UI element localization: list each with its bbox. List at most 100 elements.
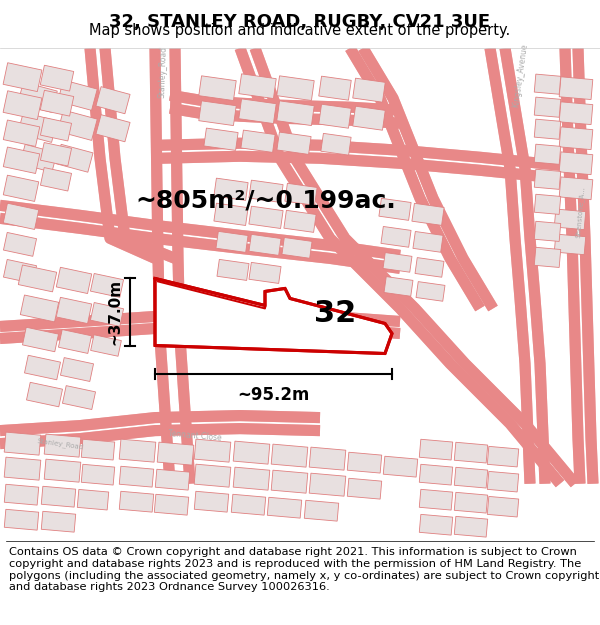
Bar: [96, 114, 130, 142]
Bar: [3, 91, 42, 119]
Bar: [20, 295, 59, 322]
Text: ~95.2m: ~95.2m: [238, 386, 310, 404]
Bar: [249, 262, 281, 283]
Bar: [241, 130, 275, 152]
Bar: [119, 439, 156, 462]
Text: Shenstone_A...: Shenstone_A...: [574, 186, 586, 238]
Bar: [155, 469, 190, 490]
Bar: [487, 446, 519, 467]
Bar: [554, 234, 586, 254]
Bar: [44, 434, 81, 457]
Bar: [58, 110, 97, 141]
Text: Tennant Close: Tennant Close: [168, 429, 222, 442]
Bar: [199, 76, 236, 101]
Text: ~37.0m: ~37.0m: [107, 279, 122, 345]
Bar: [217, 259, 249, 281]
Bar: [119, 466, 154, 487]
Bar: [19, 265, 56, 292]
Bar: [304, 500, 339, 521]
Bar: [25, 355, 61, 380]
Bar: [284, 211, 316, 232]
Bar: [3, 175, 39, 201]
Bar: [56, 298, 92, 324]
Text: 32, STANLEY ROAD, RUGBY, CV21 3UE: 32, STANLEY ROAD, RUGBY, CV21 3UE: [109, 14, 491, 31]
Bar: [214, 178, 248, 201]
Bar: [199, 101, 236, 126]
Bar: [534, 194, 561, 214]
Bar: [91, 274, 124, 298]
Bar: [204, 128, 238, 151]
Bar: [18, 82, 57, 112]
Bar: [22, 328, 59, 352]
Bar: [44, 459, 81, 482]
Bar: [233, 467, 270, 490]
Bar: [40, 142, 71, 166]
Bar: [58, 329, 92, 353]
Bar: [214, 203, 248, 226]
Bar: [559, 177, 593, 199]
Bar: [454, 516, 488, 537]
Bar: [20, 144, 57, 172]
Bar: [454, 442, 488, 463]
Bar: [249, 206, 283, 229]
Text: Map shows position and indicative extent of the property.: Map shows position and indicative extent…: [89, 24, 511, 39]
Bar: [4, 432, 41, 455]
Bar: [559, 127, 593, 149]
Bar: [384, 277, 413, 296]
Bar: [119, 491, 154, 512]
Bar: [277, 76, 314, 101]
Bar: [347, 478, 382, 499]
Bar: [40, 65, 74, 91]
Bar: [379, 198, 411, 221]
Bar: [3, 203, 39, 229]
Bar: [194, 464, 231, 487]
Bar: [267, 498, 302, 518]
Bar: [534, 144, 561, 164]
Bar: [554, 209, 586, 229]
Bar: [534, 119, 561, 139]
Bar: [81, 464, 115, 485]
Bar: [96, 87, 130, 114]
Bar: [157, 442, 194, 465]
Bar: [534, 97, 561, 118]
Bar: [40, 118, 71, 141]
Bar: [415, 258, 444, 278]
Bar: [454, 468, 488, 488]
Bar: [154, 494, 189, 515]
Bar: [4, 509, 39, 530]
Bar: [4, 259, 37, 283]
Text: Stanley_Road: Stanley_Road: [36, 437, 84, 450]
Bar: [534, 221, 561, 241]
Bar: [58, 80, 97, 111]
Bar: [40, 168, 71, 191]
Bar: [61, 357, 94, 381]
Bar: [81, 439, 115, 460]
Bar: [231, 494, 266, 515]
Bar: [534, 169, 561, 189]
Bar: [319, 104, 351, 128]
Bar: [487, 471, 519, 492]
Bar: [216, 231, 248, 253]
Bar: [347, 452, 382, 473]
Bar: [534, 74, 561, 94]
Bar: [285, 183, 317, 206]
Bar: [91, 302, 124, 326]
Bar: [239, 99, 276, 124]
Bar: [4, 457, 41, 480]
Bar: [56, 144, 93, 172]
Bar: [26, 382, 62, 407]
Bar: [91, 335, 121, 356]
Bar: [4, 484, 39, 505]
Bar: [416, 282, 445, 301]
Bar: [413, 231, 443, 253]
Bar: [383, 253, 412, 272]
Bar: [41, 486, 76, 507]
Bar: [419, 514, 453, 535]
Bar: [56, 268, 92, 294]
Bar: [559, 102, 593, 124]
Text: Stanley_Road: Stanley_Road: [158, 46, 169, 98]
Bar: [381, 226, 411, 248]
Bar: [18, 112, 57, 142]
Bar: [454, 492, 488, 513]
Bar: [4, 232, 37, 256]
